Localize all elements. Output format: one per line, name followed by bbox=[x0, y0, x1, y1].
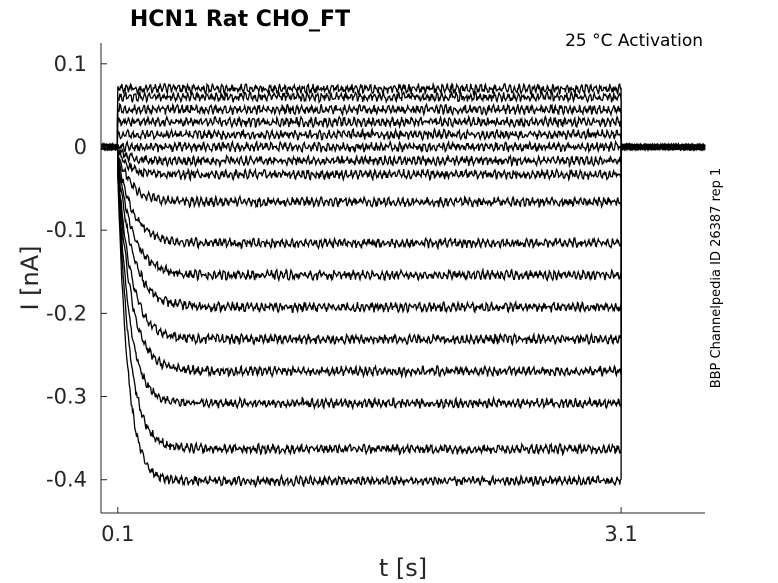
annotation: 25 °C Activation bbox=[565, 31, 703, 51]
current-trace bbox=[100, 114, 706, 152]
current-trace bbox=[100, 142, 706, 411]
x-tick-label: 0.1 bbox=[101, 522, 134, 546]
y-tick-label: 0.1 bbox=[54, 52, 87, 76]
current-trace bbox=[100, 142, 706, 251]
chart-title: HCN1 Rat CHO_FT bbox=[130, 7, 350, 32]
current-trace bbox=[100, 139, 706, 154]
y-axis-label: I [nA] bbox=[16, 245, 44, 310]
x-axis-label: t [s] bbox=[379, 554, 427, 582]
current-trace bbox=[100, 142, 706, 314]
current-trace bbox=[100, 142, 706, 169]
y-tick-label: -0.1 bbox=[46, 218, 87, 242]
current-trace bbox=[100, 127, 706, 152]
current-trace bbox=[100, 142, 706, 457]
current-trace bbox=[100, 142, 706, 347]
current-trace bbox=[100, 142, 706, 283]
axes bbox=[100, 43, 705, 514]
current-trace bbox=[100, 89, 706, 152]
side-label: BBP Channelpedia ID 26387 rep 1 bbox=[709, 168, 724, 389]
y-tick-label: 0 bbox=[74, 135, 87, 159]
current-trace bbox=[100, 102, 706, 152]
x-tick-label: 3.1 bbox=[604, 522, 637, 546]
current-trace bbox=[100, 81, 706, 152]
y-tick-label: -0.4 bbox=[46, 468, 87, 492]
current-trace bbox=[100, 142, 706, 379]
current-trace bbox=[100, 142, 706, 210]
y-tick-label: -0.2 bbox=[46, 301, 87, 325]
current-trace bbox=[100, 142, 706, 489]
current-trace bbox=[100, 141, 706, 183]
traces bbox=[100, 81, 706, 489]
y-tick-label: -0.3 bbox=[46, 385, 87, 409]
ticks: 0.1 0 -0.1 -0.2 -0.3 -0.4 0.1 3.1 bbox=[46, 52, 638, 546]
